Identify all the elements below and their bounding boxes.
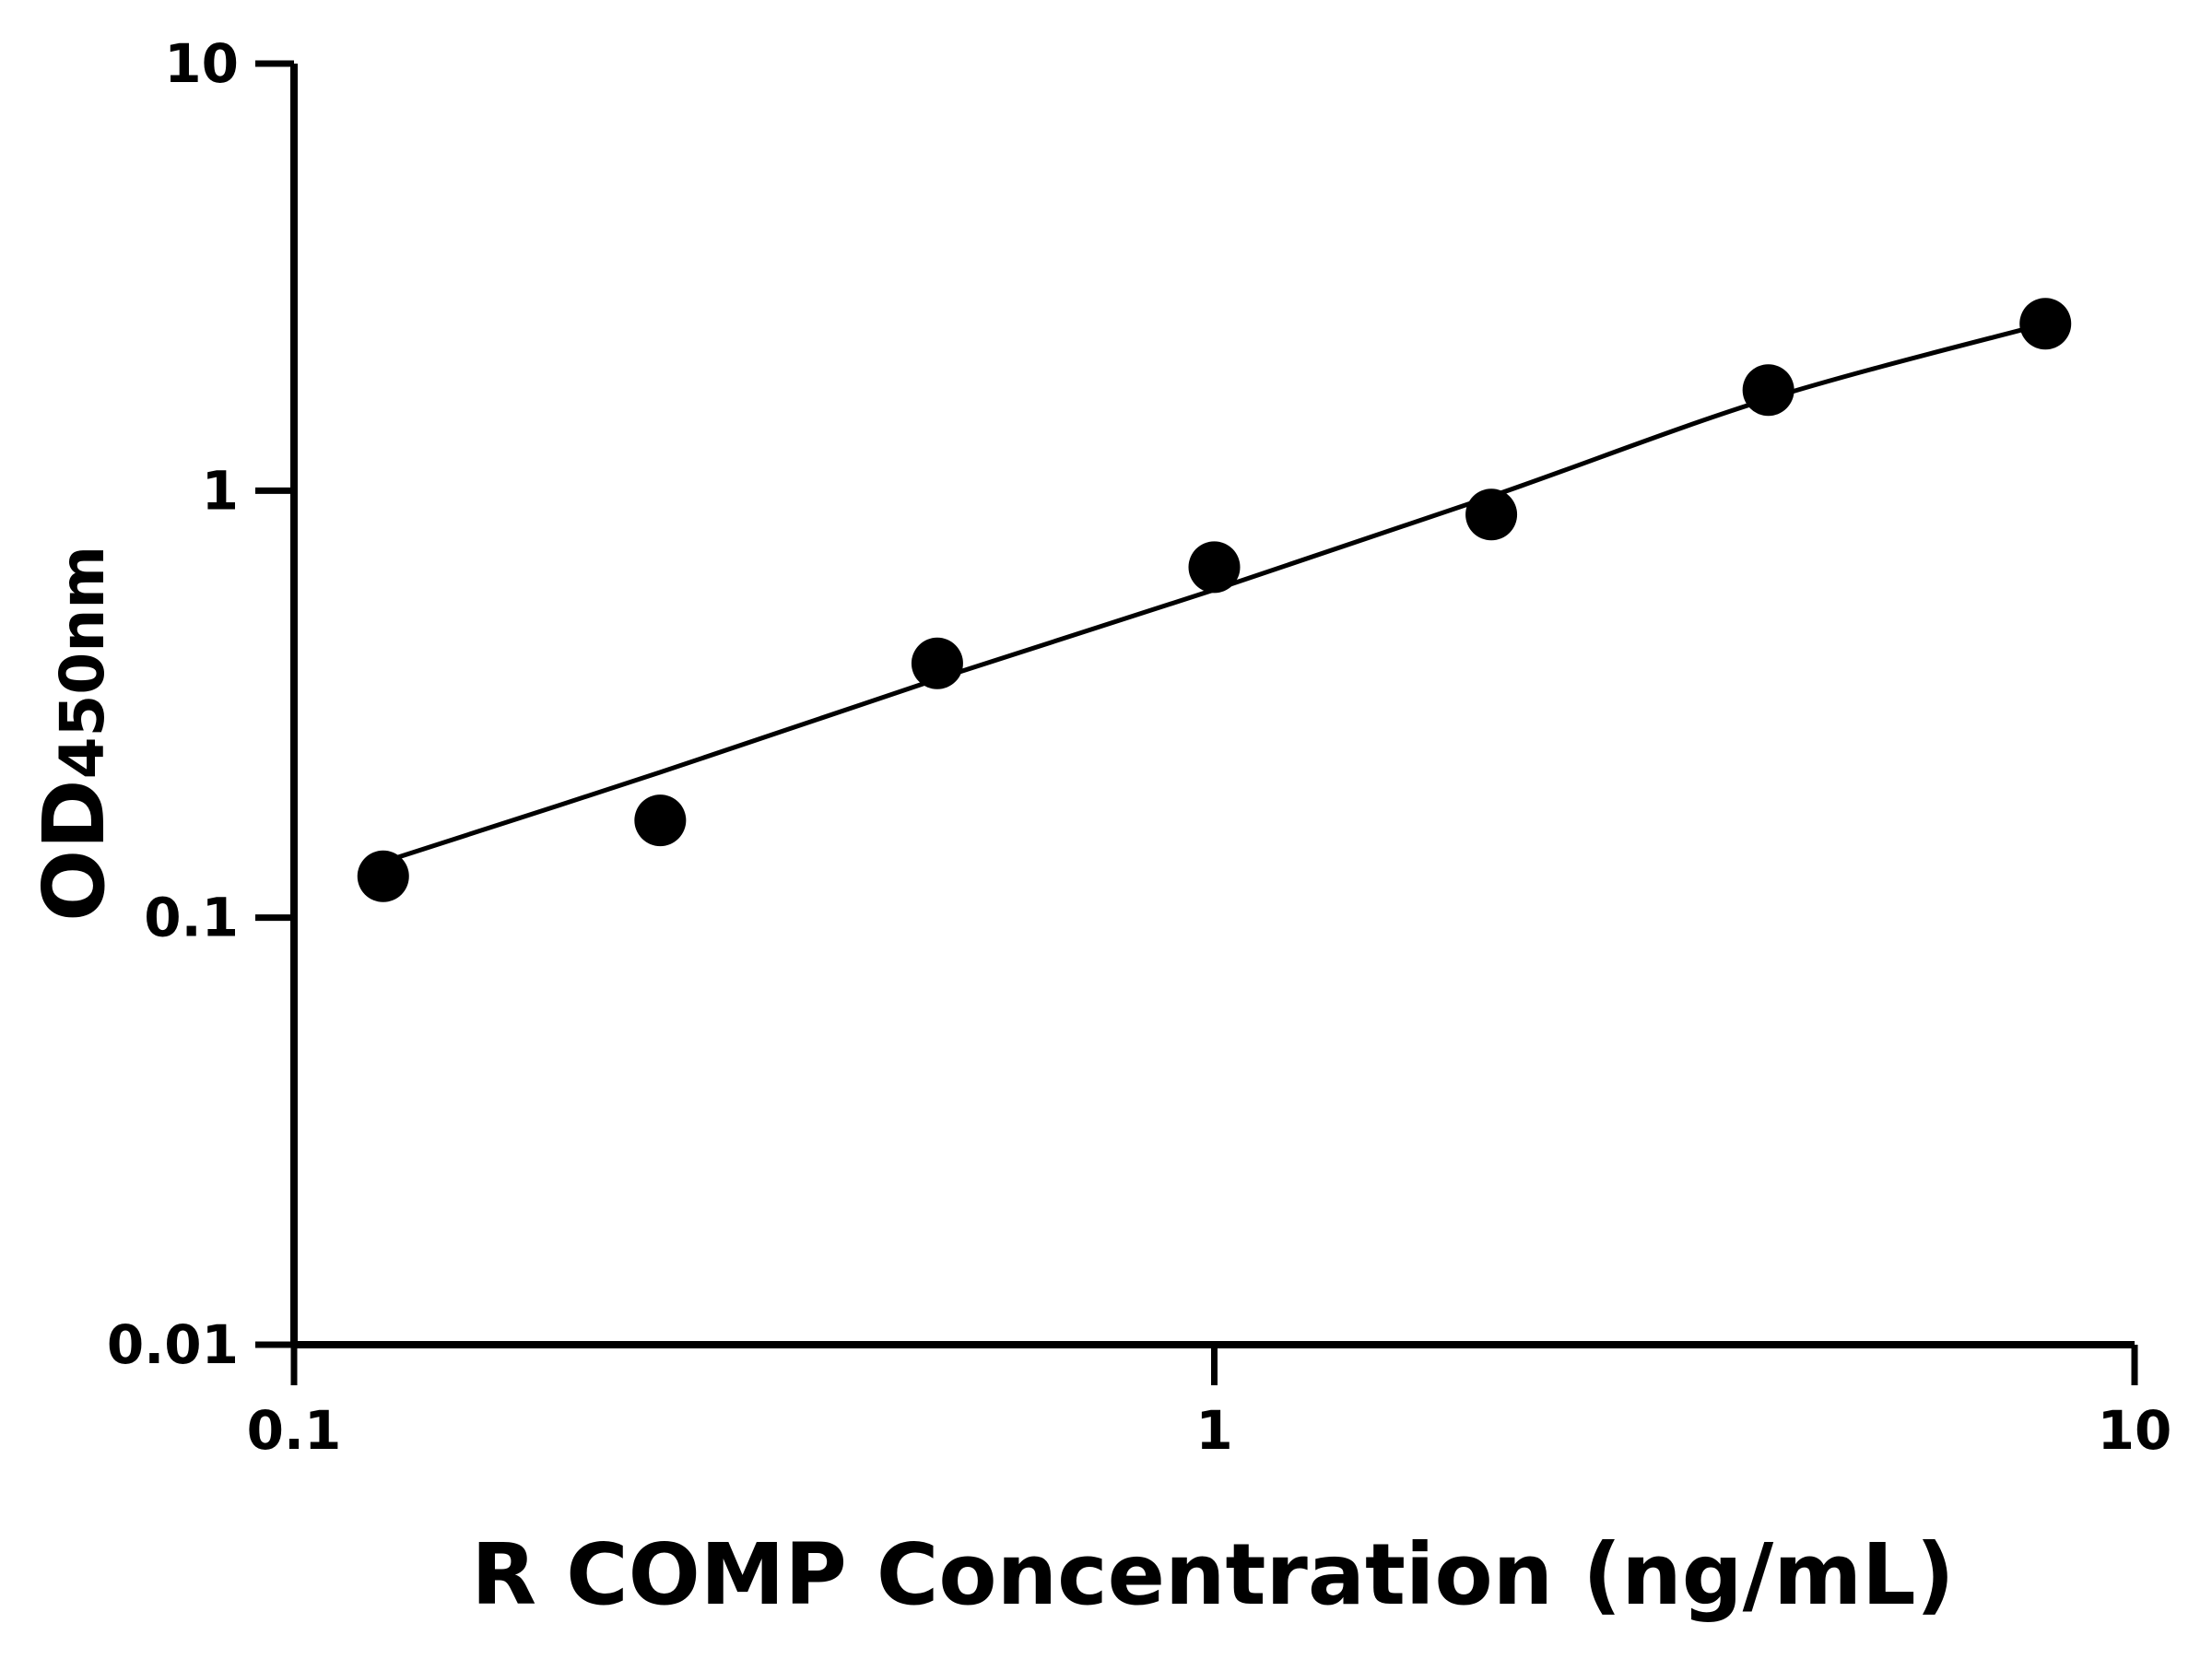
data-point — [911, 637, 963, 689]
y-axis-title: OD450nm — [25, 546, 124, 922]
x-tick-label: 0.1 — [247, 1399, 342, 1462]
y-axis-title-sub: 450nm — [47, 546, 118, 780]
y-axis-title-main: OD — [25, 779, 124, 922]
x-tick-label: 1 — [1195, 1399, 1232, 1462]
data-point — [357, 850, 409, 902]
y-tick-label: 0.01 — [107, 1313, 239, 1376]
y-tick-label: 1 — [202, 459, 239, 522]
data-point — [1465, 488, 1518, 541]
data-point — [2019, 298, 2072, 350]
data-point — [1188, 541, 1241, 594]
data-point — [634, 794, 687, 847]
y-tick-label: 10 — [164, 32, 239, 95]
x-tick-label: 10 — [2098, 1399, 2172, 1462]
data-point — [1742, 364, 1794, 417]
x-axis-title: R COMP Concentration (ng/mL) — [471, 1525, 1954, 1624]
y-tick-label: 0.1 — [144, 887, 239, 949]
